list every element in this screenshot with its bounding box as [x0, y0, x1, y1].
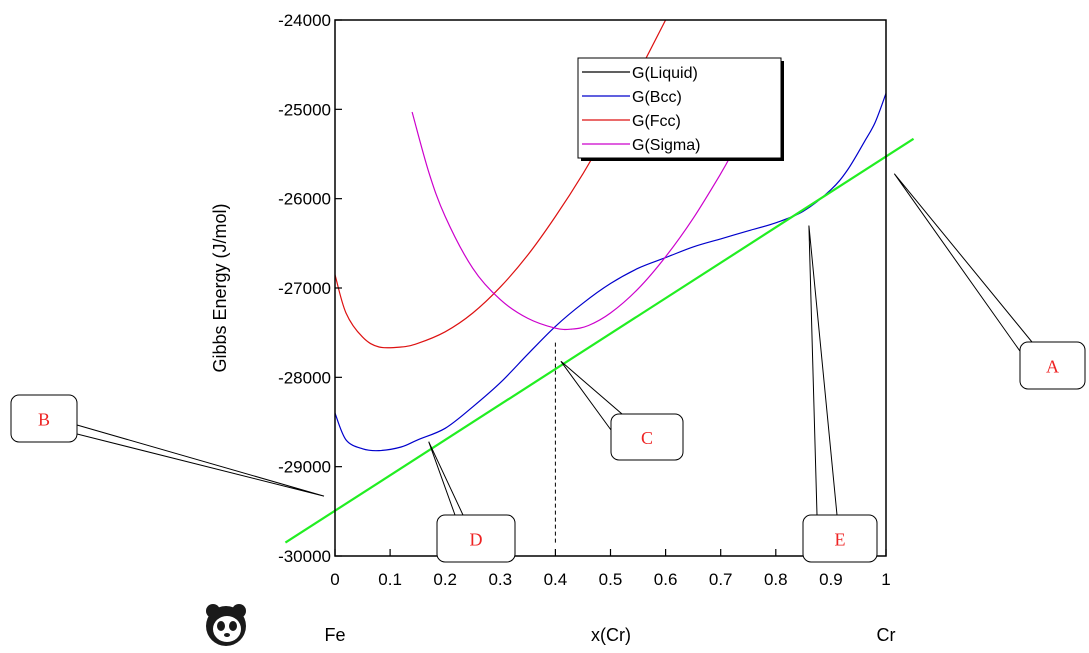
callout-d-box [436, 514, 516, 563]
x-tick-label: 0.4 [544, 570, 568, 589]
x-axis-right-end-label: Cr [877, 625, 896, 645]
x-tick-label: 0.9 [819, 570, 843, 589]
x-tick-label: 0.7 [709, 570, 733, 589]
x-tick-label: 0.5 [599, 570, 623, 589]
x-tick-label: 1 [881, 570, 890, 589]
callout-a-label: A [1046, 357, 1059, 377]
callout-b-box [10, 394, 78, 443]
series-g-bcc-line [335, 93, 886, 452]
common-tangent-line [284, 137, 915, 544]
legend-label-g-sigma: G(Sigma) [632, 137, 700, 154]
series-g-fcc-line [335, 20, 667, 349]
callout-a-pointer [893, 173, 1033, 355]
series-g-sigma-line [411, 111, 733, 331]
callout-c-box [610, 413, 684, 461]
y-tick-label: -27000 [278, 279, 331, 298]
callout-layer: A B C D E [10, 173, 1086, 563]
overlay-layer [284, 137, 915, 544]
callout-c-label: C [641, 428, 653, 448]
legend: G(Liquid) G(Bcc) G(Fcc) G(Sigma) [577, 57, 784, 161]
x-tick-label: 0.1 [378, 570, 402, 589]
x-axis-title: x(Cr) [591, 625, 631, 645]
legend-label-g-bcc: G(Bcc) [632, 89, 682, 106]
x-tick-label: 0.6 [654, 570, 678, 589]
callout-e-box [802, 514, 878, 563]
x-tick-label: 0.8 [764, 570, 788, 589]
y-tick-label: -24000 [278, 11, 331, 30]
panda-logo-icon [206, 604, 246, 646]
callout-d-label: D [470, 530, 483, 550]
y-tick-label: -26000 [278, 190, 331, 209]
legend-label-g-liquid: G(Liquid) [632, 65, 698, 82]
x-axis-left-end-label: Fe [324, 625, 345, 645]
y-tick-label: -25000 [278, 100, 331, 119]
callout-d-pointer [428, 441, 464, 516]
tick-layer: 0 0.1 0.2 0.3 0.4 0.5 0.6 0.7 0.8 0.9 1 -30000 -2900… [278, 11, 891, 589]
x-tick-label: 0.2 [433, 570, 457, 589]
y-tick-label: -29000 [278, 458, 331, 477]
callout-e-pointer [808, 225, 838, 516]
callout-b-label: B [38, 410, 50, 430]
y-axis-title: Gibbs Energy (J/mol) [210, 203, 230, 372]
callout-a-box [1019, 341, 1086, 390]
x-tick-label: 0 [330, 570, 339, 589]
x-tick-label: 0.3 [488, 570, 512, 589]
callout-e-label: E [835, 530, 846, 550]
legend-box [577, 57, 782, 159]
y-tick-label: -30000 [278, 547, 331, 566]
y-tick-label: -28000 [278, 368, 331, 387]
legend-label-g-fcc: G(Fcc) [632, 113, 681, 130]
